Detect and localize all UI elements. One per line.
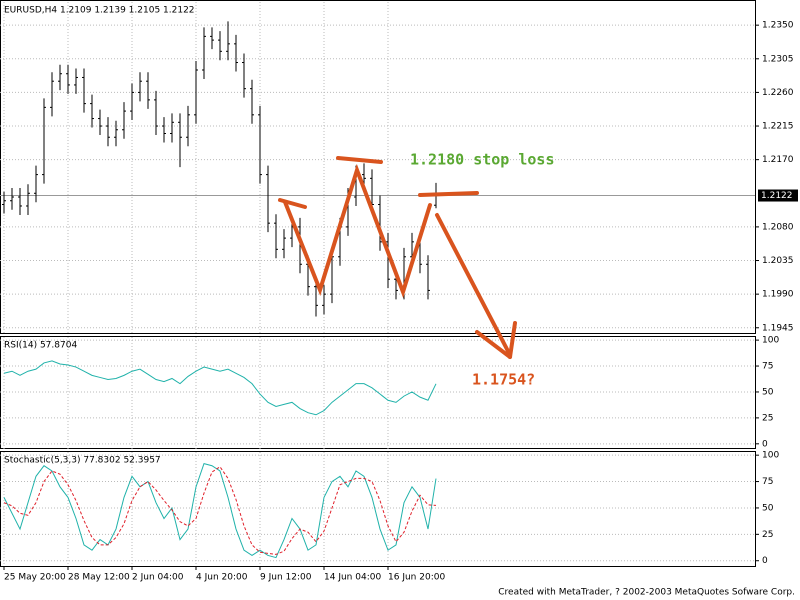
y-tick-label: 1.2305: [762, 54, 794, 64]
x-tick-label: 4 Jun 20:00: [196, 573, 248, 583]
drawn-line: [418, 191, 479, 197]
y-tick-label: 1.2260: [762, 88, 794, 98]
indicator-line: [3, 466, 437, 555]
drawn-line: [336, 156, 383, 164]
y-tick-label: 1.1945: [762, 323, 794, 333]
x-tick-label: 28 May 12:00: [68, 573, 130, 583]
y-tick-label: 1.2215: [762, 122, 794, 132]
y-tick-label: 1.2080: [762, 222, 794, 232]
y-tick-label: 50: [762, 387, 774, 397]
y-tick-label: 1.2170: [762, 155, 794, 165]
y-tick-label: 1.1990: [762, 290, 794, 300]
indicator-line: [3, 463, 437, 559]
y-tick-label: 75: [762, 362, 773, 372]
panel-title: RSI(14) 57.8704: [4, 341, 77, 351]
y-tick-label: 1.2035: [762, 256, 794, 266]
y-tick-label: 100: [762, 451, 779, 461]
y-tick-label: 0: [762, 439, 768, 449]
stochastic-panel: [0, 451, 756, 567]
drawn-arrow: [435, 213, 512, 357]
panel-title: EURUSD,H4 1.2109 1.2139 1.2105 1.2122: [4, 6, 195, 16]
rsi-panel: [0, 336, 756, 449]
y-tick-label: 100: [762, 336, 779, 346]
x-tick-label: 14 Jun 04:00: [324, 573, 381, 583]
annotation: 1.1754?: [472, 371, 535, 389]
drawn-zigzag: [283, 163, 432, 299]
drawn-arrow-head: [475, 330, 512, 359]
y-tick-label: 0: [762, 556, 768, 566]
price-panel: [0, 0, 756, 334]
panel-title: Stochastic(5,3,3) 77.8302 52.3957: [4, 456, 161, 466]
x-tick-label: 2 Jun 04:00: [132, 573, 184, 583]
y-tick-label: 75: [762, 477, 773, 487]
y-tick-label: 25: [762, 530, 773, 540]
hand-drawing: [278, 156, 517, 359]
annotation: 1.2180 stop loss: [410, 151, 555, 169]
last-price-label: 1.2122: [761, 191, 793, 201]
last-price-box: [758, 189, 798, 202]
drawn-arrow-head: [508, 321, 517, 359]
y-tick-label: 25: [762, 413, 773, 423]
y-tick-label: 1.2350: [762, 21, 794, 31]
y-tick-label: 50: [762, 503, 774, 513]
x-tick-label: 16 Jun 20:00: [388, 573, 445, 583]
indicator-line: [3, 360, 437, 416]
x-tick-label: 25 May 20:00: [4, 573, 66, 583]
footer: Created with MetaTrader, ? 2002-2003 Met…: [498, 588, 795, 598]
x-tick-label: 9 Jun 12:00: [260, 573, 312, 583]
